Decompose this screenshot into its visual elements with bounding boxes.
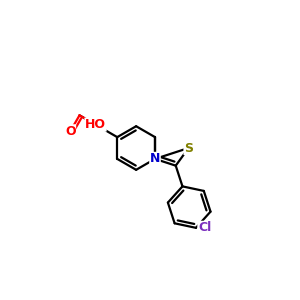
- Text: Cl: Cl: [198, 221, 211, 234]
- Text: HO: HO: [85, 118, 106, 131]
- Text: N: N: [150, 152, 160, 165]
- Text: S: S: [184, 142, 193, 154]
- Text: O: O: [65, 125, 76, 138]
